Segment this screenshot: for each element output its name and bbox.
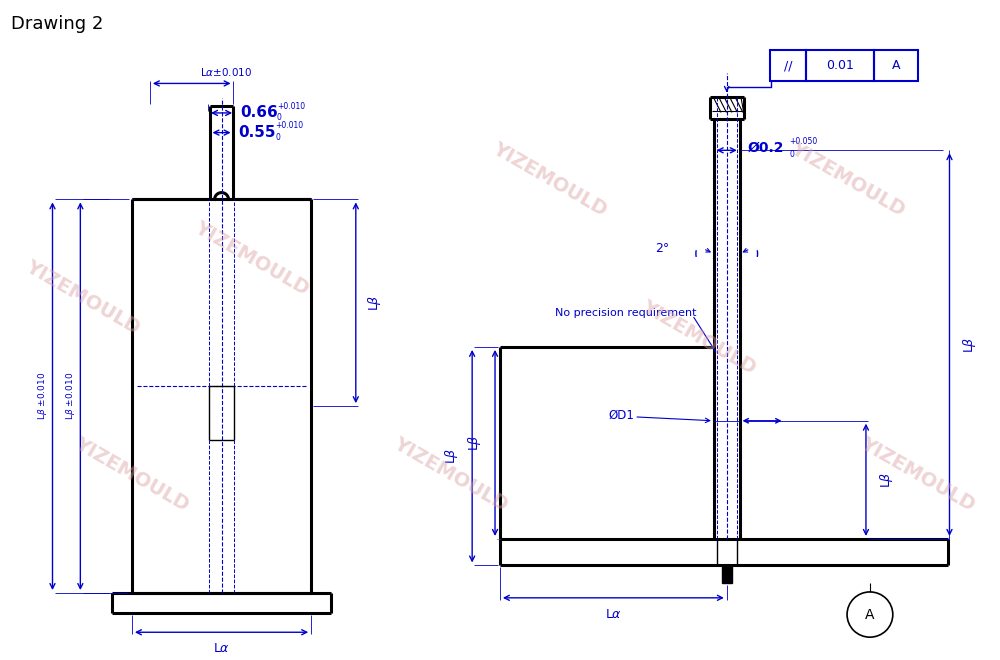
Text: L$\beta$ ±0.010: L$\beta$ ±0.010 bbox=[36, 372, 49, 420]
Text: YIZEMOULD: YIZEMOULD bbox=[638, 297, 759, 378]
Text: +0.050: +0.050 bbox=[789, 137, 818, 146]
Bar bbox=[770, 50, 806, 81]
Bar bbox=[722, 566, 732, 583]
Text: YIZEMOULD: YIZEMOULD bbox=[788, 139, 909, 220]
Text: 0: 0 bbox=[789, 150, 794, 159]
Text: ØD1: ØD1 bbox=[608, 409, 634, 421]
Text: YIZEMOULD: YIZEMOULD bbox=[489, 139, 610, 220]
Text: YIZEMOULD: YIZEMOULD bbox=[857, 434, 978, 515]
Text: 2°: 2° bbox=[655, 242, 669, 255]
Text: YIZEMOULD: YIZEMOULD bbox=[22, 257, 143, 339]
Text: A: A bbox=[865, 608, 875, 622]
Text: L$\beta$: L$\beta$ bbox=[878, 471, 895, 488]
Text: No precision requirement: No precision requirement bbox=[555, 308, 696, 317]
Text: 0.55: 0.55 bbox=[238, 125, 276, 140]
Text: 0.01: 0.01 bbox=[826, 59, 854, 72]
Text: L$\beta$: L$\beta$ bbox=[961, 337, 978, 353]
Bar bbox=[874, 50, 918, 81]
Text: 0.66: 0.66 bbox=[240, 106, 278, 120]
Text: YIZEMOULD: YIZEMOULD bbox=[72, 434, 193, 515]
Text: YIZEMOULD: YIZEMOULD bbox=[390, 434, 511, 515]
Text: YIZEMOULD: YIZEMOULD bbox=[191, 218, 312, 299]
Text: Ø0.2: Ø0.2 bbox=[748, 141, 784, 154]
Text: +0.010: +0.010 bbox=[275, 121, 303, 130]
Text: L$\alpha$: L$\alpha$ bbox=[213, 642, 230, 655]
Text: L$\alpha$±0.010: L$\alpha$±0.010 bbox=[200, 65, 253, 77]
Bar bbox=[806, 50, 874, 81]
Text: A: A bbox=[892, 59, 900, 72]
Text: L$\beta$: L$\beta$ bbox=[466, 435, 483, 451]
Text: +0.010: +0.010 bbox=[277, 102, 305, 111]
Text: L$\beta$: L$\beta$ bbox=[366, 294, 383, 311]
Text: 0: 0 bbox=[275, 133, 280, 142]
Text: 0: 0 bbox=[277, 114, 282, 122]
Text: L$\beta$ ±0.010: L$\beta$ ±0.010 bbox=[64, 372, 77, 420]
Text: Drawing 2: Drawing 2 bbox=[11, 15, 103, 32]
Text: L$\alpha$: L$\alpha$ bbox=[605, 608, 622, 620]
Text: L$\beta$: L$\beta$ bbox=[443, 448, 460, 465]
Text: //: // bbox=[784, 59, 793, 72]
